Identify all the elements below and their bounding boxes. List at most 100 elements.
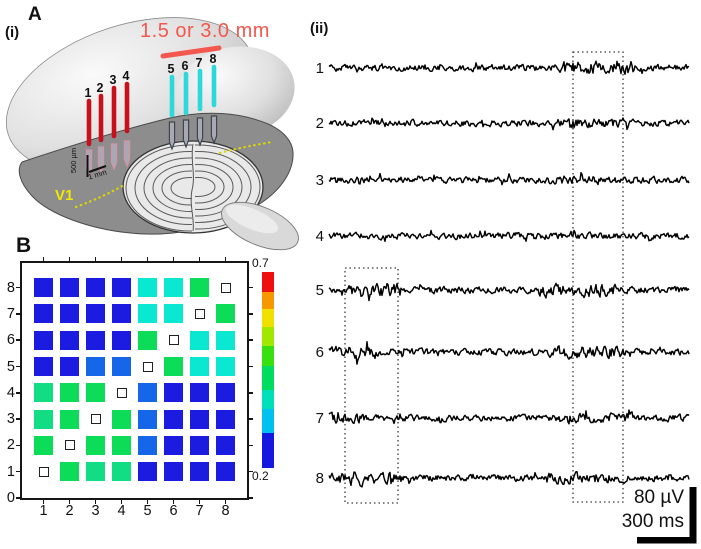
y-axis-tick-label: 3	[6, 411, 15, 428]
heatmap-cell	[216, 330, 235, 350]
electrode-number: 5	[168, 62, 175, 76]
lfp-trace	[328, 341, 690, 365]
electrode-number: 6	[182, 59, 189, 73]
y-axis-tick	[16, 497, 20, 499]
scale-500um-label: 500 µm	[69, 147, 79, 174]
heatmap-cell	[60, 330, 79, 350]
cerebellum-folia-right	[195, 170, 225, 204]
cerebellum-folia-left	[143, 157, 192, 219]
y-axis-tick-label: 5	[6, 358, 15, 375]
y-axis-tick-label: 2	[6, 437, 15, 454]
y-axis-tick-right	[249, 470, 253, 473]
electrode-number: 4	[123, 69, 130, 83]
heatmap-cell	[34, 383, 53, 403]
lfp-trace	[328, 229, 690, 242]
electrode-ghost	[196, 117, 204, 147]
insertion-scale-marks	[86, 155, 107, 177]
x-axis-tick-top	[198, 257, 201, 261]
heatmap-cell	[86, 357, 105, 376]
heatmap-cell	[138, 462, 157, 482]
trace-number-label: 2	[316, 115, 324, 132]
electrode-ghost	[210, 115, 218, 145]
cerebellum-folia-right	[195, 177, 216, 197]
heatmap-cell	[34, 304, 53, 324]
colorbar-segment	[262, 308, 274, 327]
correlation-window-box	[572, 51, 624, 503]
x-axis-tick-label: 5	[143, 503, 152, 519]
heatmap-cell	[60, 357, 79, 376]
electrode-number: 8	[210, 52, 217, 66]
panel-ai-label: (i)	[5, 24, 20, 41]
heatmap-cell	[190, 409, 209, 429]
electrode-ghost	[110, 143, 118, 171]
colorbar-segment	[262, 432, 274, 468]
electrode-number: 3	[110, 73, 117, 87]
heatmap-cell	[60, 304, 79, 324]
heatmap-cell	[34, 278, 53, 298]
electrode-array: 1 23 4 5 6 7 8	[85, 45, 222, 177]
cerebellum-folia-right	[195, 144, 261, 230]
distance-label: 1.5 or 3.0 mm	[140, 20, 270, 42]
x-axis-tick-label: 3	[91, 503, 100, 519]
electrode-ghost	[168, 121, 176, 151]
heatmap-cell	[86, 304, 105, 324]
heatmap-diagonal-marker	[194, 308, 205, 319]
trace-number-label: 3	[316, 172, 324, 189]
heatmap-cell	[164, 462, 183, 482]
trace-number-label: 5	[316, 282, 324, 299]
heatmap-cell	[190, 278, 209, 298]
heatmap-cell	[112, 330, 131, 350]
y-axis-tick-right	[249, 392, 253, 394]
heatmap-cell	[112, 357, 131, 376]
trace-number-label: 1	[316, 60, 324, 77]
heatmap-cell	[164, 278, 183, 298]
heatmap-cell	[190, 462, 209, 482]
heatmap-diagonal-marker	[38, 466, 49, 477]
colorbar-segment	[262, 408, 274, 433]
colorbar-segment	[262, 389, 274, 410]
cerebellum-folia-right	[195, 151, 252, 223]
distance-bar	[160, 45, 222, 59]
heatmap-cell	[60, 383, 79, 403]
heatmap-cell	[34, 409, 53, 429]
x-axis-tick-top	[172, 257, 175, 261]
lfp-trace	[328, 60, 690, 75]
y-axis-tick-right	[249, 286, 253, 289]
heatmap-cell	[86, 278, 105, 298]
heatmap-cell	[138, 304, 157, 324]
heatmap-cell	[216, 435, 235, 455]
panel-aii-label: (ii)	[310, 20, 329, 37]
heatmap-cell	[138, 278, 157, 298]
x-axis-tick-top	[146, 257, 149, 261]
brain-diagram: 1 23 4 5 6 7 8	[5, 17, 299, 251]
heatmap-diagonal-marker	[64, 440, 75, 451]
electrode-number: 7	[196, 56, 203, 70]
y-axis-tick	[16, 365, 20, 368]
heatmap-cell	[138, 435, 157, 455]
heatmap-cell	[164, 435, 183, 455]
heatmap-cell	[34, 357, 53, 376]
voltage-scalebar	[689, 487, 697, 543]
x-axis-tick	[224, 500, 227, 504]
x-axis-tick-top	[94, 257, 97, 261]
y-axis-tick	[16, 418, 20, 420]
x-axis-tick	[94, 500, 97, 504]
heatmap-cell	[34, 330, 53, 350]
cerebellum-midline	[190, 143, 194, 232]
y-axis-tick-right	[249, 497, 253, 499]
x-axis-tick-top	[224, 257, 227, 261]
x-axis-tick	[146, 500, 149, 504]
heatmap-cell	[216, 357, 235, 376]
heatmap-cell	[216, 383, 235, 403]
colorbar-segment	[262, 271, 274, 292]
heatmap-diagonal-marker	[116, 387, 127, 398]
y-axis-tick	[16, 286, 20, 289]
y-axis-tick-right	[249, 339, 253, 341]
lfp-traces-panel: 1 2 3 4 5 6 7 8	[316, 51, 697, 544]
y-axis-tick-right	[249, 365, 253, 368]
heatmap-cell	[86, 435, 105, 455]
heatmap-diagonal-marker	[142, 361, 153, 372]
heatmap-cell	[164, 304, 183, 324]
x-axis-tick-top	[120, 257, 123, 261]
